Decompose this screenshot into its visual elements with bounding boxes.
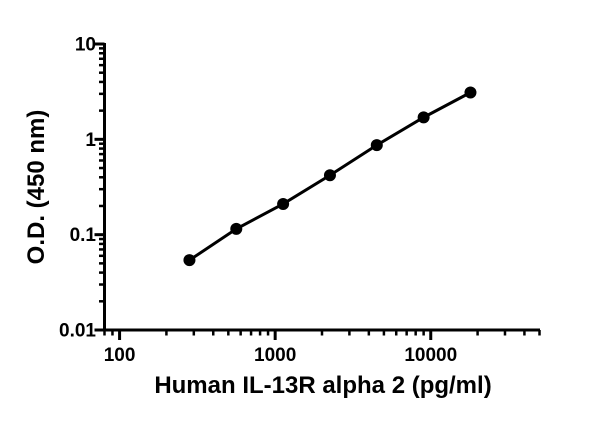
plot-area: 100 1000 10000 0.01 0.1 1 10 xyxy=(59,35,541,366)
y-tick-label: 0.01 xyxy=(59,321,96,342)
y-tick-label: 1 xyxy=(85,130,96,151)
data-point xyxy=(370,139,383,152)
data-point xyxy=(464,86,477,99)
data-point xyxy=(277,197,290,210)
data-point xyxy=(417,111,430,124)
data-point xyxy=(230,222,243,235)
x-axis-title: Human IL-13R alpha 2 (pg/ml) xyxy=(154,372,491,399)
data-point xyxy=(323,169,336,182)
x-tick-label: 100 xyxy=(104,345,136,366)
x-tick-label: 10000 xyxy=(404,345,457,366)
y-tick-label: 0.1 xyxy=(70,225,97,246)
data-point xyxy=(183,254,196,267)
y-tick-label: 10 xyxy=(75,35,96,56)
y-axis-title: O.D. (450 nm) xyxy=(23,110,50,265)
x-tick-label: 1000 xyxy=(254,345,296,366)
